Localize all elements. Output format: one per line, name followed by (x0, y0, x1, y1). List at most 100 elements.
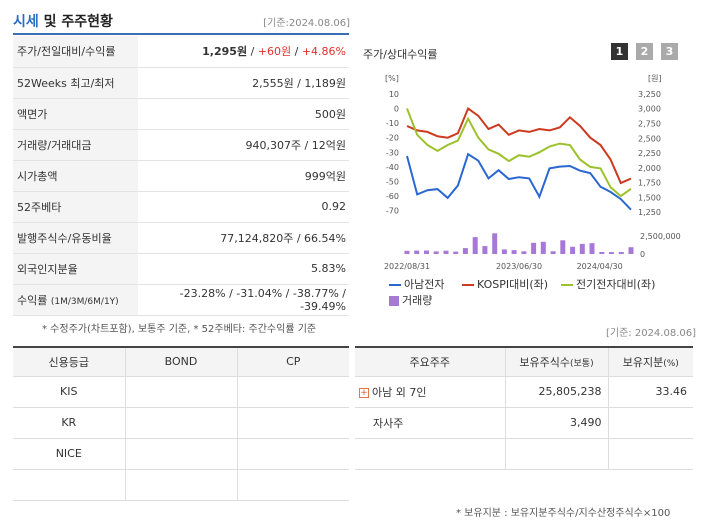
quote-row-52w: 52Weeks 최고/최저 2,555원 / 1,189원 (13, 67, 349, 98)
page-title: 시세 및 주주현황 (13, 11, 113, 31)
volume-bar (599, 252, 605, 254)
row-label: 주가/전일대비/수익률 (13, 36, 138, 67)
col-header-sub: (%) (663, 358, 679, 369)
table-cell (236, 469, 349, 501)
volume-bar (433, 251, 439, 254)
legend-swatch (389, 284, 401, 286)
chart-page-1-button[interactable]: 1 (611, 43, 628, 60)
row-label-main: 수익률 (17, 293, 48, 307)
volume-bar (501, 249, 507, 254)
series-line-price (406, 152, 632, 211)
table-row (13, 469, 349, 501)
col-header: CP (236, 346, 349, 377)
shareholder-name-cell[interactable]: + 아남 외 7인 (355, 376, 505, 408)
right-axis-tick: 2,500 (638, 134, 661, 143)
left-axis-tick: -10 (386, 119, 399, 128)
row-label-sub: (1M/3M/6M/1Y) (50, 296, 119, 307)
left-axis-tick: -60 (386, 192, 399, 201)
volume-bar (492, 233, 498, 254)
base-date: [기준:2024.08.06] (263, 18, 350, 29)
volume-bar (628, 247, 634, 254)
volume-bar (570, 246, 576, 254)
col-header-main: 보유주식수 (519, 355, 570, 369)
x-axis-tick: 2022/08/31 (384, 262, 430, 271)
right-axis-tick: 1,500 (638, 193, 661, 202)
shares-cell: 3,490 (504, 407, 608, 439)
pct-cell: 33.46 (607, 376, 693, 408)
row-value: 999억원 (304, 169, 346, 183)
row-label: 시가총액 (13, 160, 138, 191)
volume-bar (560, 240, 566, 254)
table-cell: NICE (13, 438, 125, 470)
chart-panel: 주가/상대수익률 1 2 3 [%] [원] 10 0 -10 -20 -30 -40 -50 -… (355, 36, 693, 308)
volume-bar (521, 251, 527, 254)
row-label: 발행주식수/유동비율 (13, 222, 138, 253)
volume-bar (414, 250, 420, 254)
row-value: 2,555원 / 1,189원 (252, 76, 346, 90)
volume-axis-tick: 2,500,000 (640, 232, 681, 241)
section-header: 시세 및 주주현황 [기준:2024.08.06] (0, 0, 702, 34)
table-cell (236, 376, 349, 408)
legend-price: 아남전자 (389, 276, 444, 292)
volume-bar (618, 252, 624, 254)
right-axis-tick: 1,250 (638, 208, 661, 217)
volume-bar (462, 248, 468, 254)
row-label: 외국인지분율 (13, 253, 138, 284)
right-axis-tick: 2,000 (638, 164, 661, 173)
legend-label: KOSPI대비(좌) (477, 278, 549, 291)
legend-label: 아남전자 (404, 278, 445, 291)
right-axis-tick: 1,750 (638, 179, 661, 188)
header-divider (13, 33, 349, 35)
table-cell (236, 438, 349, 470)
right-axis-tick: 2,750 (638, 119, 661, 128)
row-value: -23.28% / -31.04% / -38.77% / -39.49% (179, 286, 346, 313)
quote-row-par: 액면가 500원 (13, 98, 349, 129)
chart-page-3-button[interactable]: 3 (661, 43, 678, 60)
table-row: 자사주 3,490 (355, 407, 693, 439)
quote-row-shares: 발행주식수/유동비율 77,124,820주 / 66.54% (13, 222, 349, 253)
footnote-right: * 보유지분 : 보유지분주식수/지수산정주식수×100 (456, 508, 671, 519)
title-main: 시세 (13, 14, 39, 30)
base-date-right: [기준: 2024.08.06] (606, 328, 697, 339)
col-header: 주요주주 (355, 346, 505, 377)
volume-bar (443, 250, 449, 254)
right-axis-tick: 3,000 (638, 105, 661, 114)
table-header-row: 신용등급 BOND CP (13, 346, 349, 377)
credit-rating-table: 신용등급 BOND CP KIS KR NICE (13, 346, 349, 501)
col-header: 보유주식수(보통) (504, 346, 608, 377)
expand-icon[interactable]: + (359, 387, 369, 398)
volume-bar (531, 242, 537, 254)
price-chart: [%] [원] 10 0 -10 -20 -30 -40 -50 -60 -70 3,250 3,000… (384, 74, 681, 271)
volume-bar (482, 246, 488, 254)
table-row (355, 438, 693, 470)
row-value: 1,295원 / +60원 / +4.86% (138, 36, 349, 67)
col-header: 보유지분(%) (607, 346, 693, 377)
chart-page-2-button[interactable]: 2 (636, 43, 653, 60)
table-cell (124, 438, 237, 470)
title-rest: 및 주주현황 (43, 14, 113, 30)
table-cell (124, 376, 237, 408)
volume-bar (579, 243, 585, 254)
table-cell (236, 407, 349, 439)
shareholder-name (355, 438, 505, 470)
right-axis-unit: [원] (648, 74, 662, 83)
quote-row-beta: 52주베타 0.92 (13, 191, 349, 222)
volume-bar (540, 241, 546, 254)
volume-bar (424, 250, 429, 254)
legend-kospi: KOSPI대비(좌) (462, 276, 548, 292)
shareholder-name[interactable]: 아남 외 7인 (372, 385, 427, 399)
row-label: 수익률 (1M/3M/6M/1Y) (13, 284, 138, 315)
row-label: 액면가 (13, 98, 138, 129)
row-label: 52Weeks 최고/최저 (13, 67, 138, 98)
volume-bar (511, 250, 517, 254)
col-header-sub: (보통) (570, 358, 594, 369)
volume-bar (453, 251, 459, 254)
left-axis-tick: 0 (394, 105, 399, 114)
quote-row-volume: 거래량/거래대금 940,307주 / 12억원 (13, 129, 349, 160)
pct-cell (607, 407, 693, 439)
table-cell (13, 469, 125, 501)
table-row: NICE (13, 438, 349, 470)
legend-sector: 전기전자대비(좌) (561, 276, 655, 292)
quote-table: 주가/전일대비/수익률 1,295원 / +60원 / +4.86% 52Wee… (13, 36, 349, 316)
legend-volume: 거래량 (389, 292, 432, 308)
